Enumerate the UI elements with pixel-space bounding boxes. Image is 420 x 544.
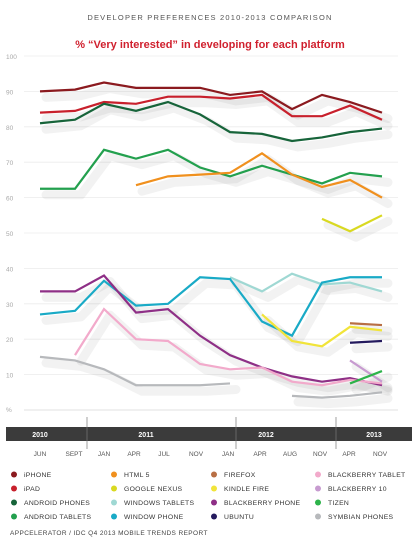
legend-swatch-android-phones <box>11 499 17 506</box>
legend-swatch-ubuntu <box>211 513 217 520</box>
year-label-2013: 2013 <box>366 432 382 439</box>
source-footer: APPCELERATOR / IDC Q4 2013 MOBILE TRENDS… <box>10 530 208 537</box>
series-line-android-phones <box>39 100 383 143</box>
series-line-symbian-phones <box>39 355 231 387</box>
y-tick-label: 70 <box>6 160 14 167</box>
x-tick-label: SEPT <box>66 451 83 458</box>
x-tick-label: AUG <box>283 451 297 458</box>
x-tick-label: NOV <box>313 451 328 458</box>
legend-label-google-nexus: GOOGLE NEXUS <box>124 486 183 493</box>
y-tick-label: 10 <box>6 373 14 380</box>
chart-header: DEVELOPER PREFERENCES 2010-2013 COMPARIS… <box>87 13 332 22</box>
year-label-2011: 2011 <box>138 432 153 439</box>
x-tick-label: NOV <box>189 451 204 458</box>
y-tick-label: 50 <box>6 231 14 238</box>
legend-label-window-phone: WINDOW PHONE <box>124 514 184 521</box>
series-line-windows-tablets <box>229 272 383 293</box>
legend-label-tizen: TIZEN <box>328 500 349 507</box>
series-shadow <box>351 342 393 354</box>
series-shadow <box>41 96 393 131</box>
x-tick-label: JUL <box>158 451 170 458</box>
y-tick-label: 30 <box>6 302 14 309</box>
legend-label-blackberry-10: BLACKBERRY 10 <box>328 486 387 493</box>
series-shadow <box>41 151 393 200</box>
series-line-blackberry-phone <box>40 274 383 387</box>
legend-label-android-tablets: ANDROID TABLETS <box>24 514 91 521</box>
series-line-android-tablets <box>40 148 383 190</box>
x-tick-label: JUN <box>34 451 47 458</box>
series-line-kindle-fire <box>261 313 383 348</box>
legend-label-windows-tablets: WINDOWS TABLETS <box>124 500 195 507</box>
series-line-iphone <box>39 81 383 114</box>
y-tick-label: 100 <box>6 54 17 61</box>
legend-swatch-ipad <box>11 485 17 492</box>
legend-swatch-window-phone <box>111 513 117 520</box>
legend-label-firefox: FIREFOX <box>224 472 256 479</box>
x-tick-label: JAN <box>222 451 235 458</box>
x-tick-label: APR <box>342 451 356 458</box>
series-shadow <box>41 276 393 396</box>
series-layer <box>39 81 383 399</box>
legend-swatch-google-nexus <box>111 485 117 492</box>
legend-label-symbian-phones: SYMBIAN PHONES <box>328 514 394 521</box>
shadow-layer <box>41 84 393 409</box>
year-label-2010: 2010 <box>32 432 48 439</box>
legend-swatch-html-5 <box>111 471 117 478</box>
legend-label-iphone: iPHONE <box>24 472 52 479</box>
x-tick-label: APR <box>253 451 267 458</box>
legend-label-android-phones: ANDROID PHONES <box>24 500 90 507</box>
series-shadow <box>231 275 393 302</box>
legend-swatch-android-tablets <box>11 513 17 520</box>
year-band <box>6 427 412 441</box>
series-line-html-5 <box>135 152 383 199</box>
y-tick-label: 60 <box>6 196 14 203</box>
legend-swatch-blackberry-phone <box>211 499 217 506</box>
legend-swatch-symbian-phones <box>315 513 321 520</box>
x-tick-label: NOV <box>373 451 388 458</box>
series-shadow <box>293 393 393 409</box>
legend-swatch-windows-tablets <box>111 499 117 506</box>
legend-swatch-blackberry-tablet <box>315 471 321 478</box>
series-line-blackberry-tablet <box>74 307 383 387</box>
x-axis: 2010 2011 2012 2013 JUN SEPT JAN APR JUL NOV JAN AP… <box>6 417 412 458</box>
series-line-symbian-phones <box>291 391 383 399</box>
chart-title: % “Very interested” in developing for ea… <box>75 39 345 51</box>
legend-swatch-kindle-fire <box>211 485 217 492</box>
legend-label-blackberry-tablet: BLACKBERRY TABLET <box>328 472 406 479</box>
legend-swatch-tizen <box>315 499 321 506</box>
legend-swatch-iphone <box>11 471 17 478</box>
legend-label-ipad: iPAD <box>24 486 40 493</box>
legend-swatch-firefox <box>211 471 217 478</box>
y-tick-label: 80 <box>6 125 14 132</box>
legend-label-html-5: HTML 5 <box>124 472 150 479</box>
series-line-ipad <box>39 93 383 121</box>
x-tick-label: JAN <box>98 451 111 458</box>
series-line-firefox <box>349 322 383 327</box>
series-shadow <box>351 361 393 393</box>
y-axis: 10 20 30 40 50 60 70 80 90 100% <box>6 54 17 414</box>
series-shadow <box>323 216 393 242</box>
legend: iPHONE HTML 5 FIREFOX BLACKBERRY TABLET iPAD… <box>11 471 406 521</box>
series-line-tizen <box>349 370 383 385</box>
legend-label-blackberry-phone: BLACKBERRY PHONE <box>224 500 300 507</box>
y-tick-label: 20 <box>6 337 14 344</box>
series-line-ubuntu <box>349 339 383 344</box>
series-shadow <box>41 103 393 152</box>
y-tick-label: 40 <box>6 266 14 273</box>
series-line-google-nexus <box>321 214 383 233</box>
y-tick-unit: % <box>6 407 12 414</box>
legend-label-ubuntu: UBUNTU <box>224 514 254 521</box>
y-tick-label: 90 <box>6 89 14 96</box>
series-shadow <box>41 358 241 396</box>
series-shadow <box>137 154 393 209</box>
series-line-window-phone <box>39 276 382 338</box>
series-shadow <box>41 278 393 347</box>
year-label-2012: 2012 <box>258 432 274 439</box>
legend-label-kindle-fire: KINDLE FIRE <box>224 486 269 493</box>
x-tick-label: APR <box>127 451 141 458</box>
series-line-blackberry-10 <box>349 359 383 383</box>
legend-swatch-blackberry-10 <box>315 485 321 492</box>
